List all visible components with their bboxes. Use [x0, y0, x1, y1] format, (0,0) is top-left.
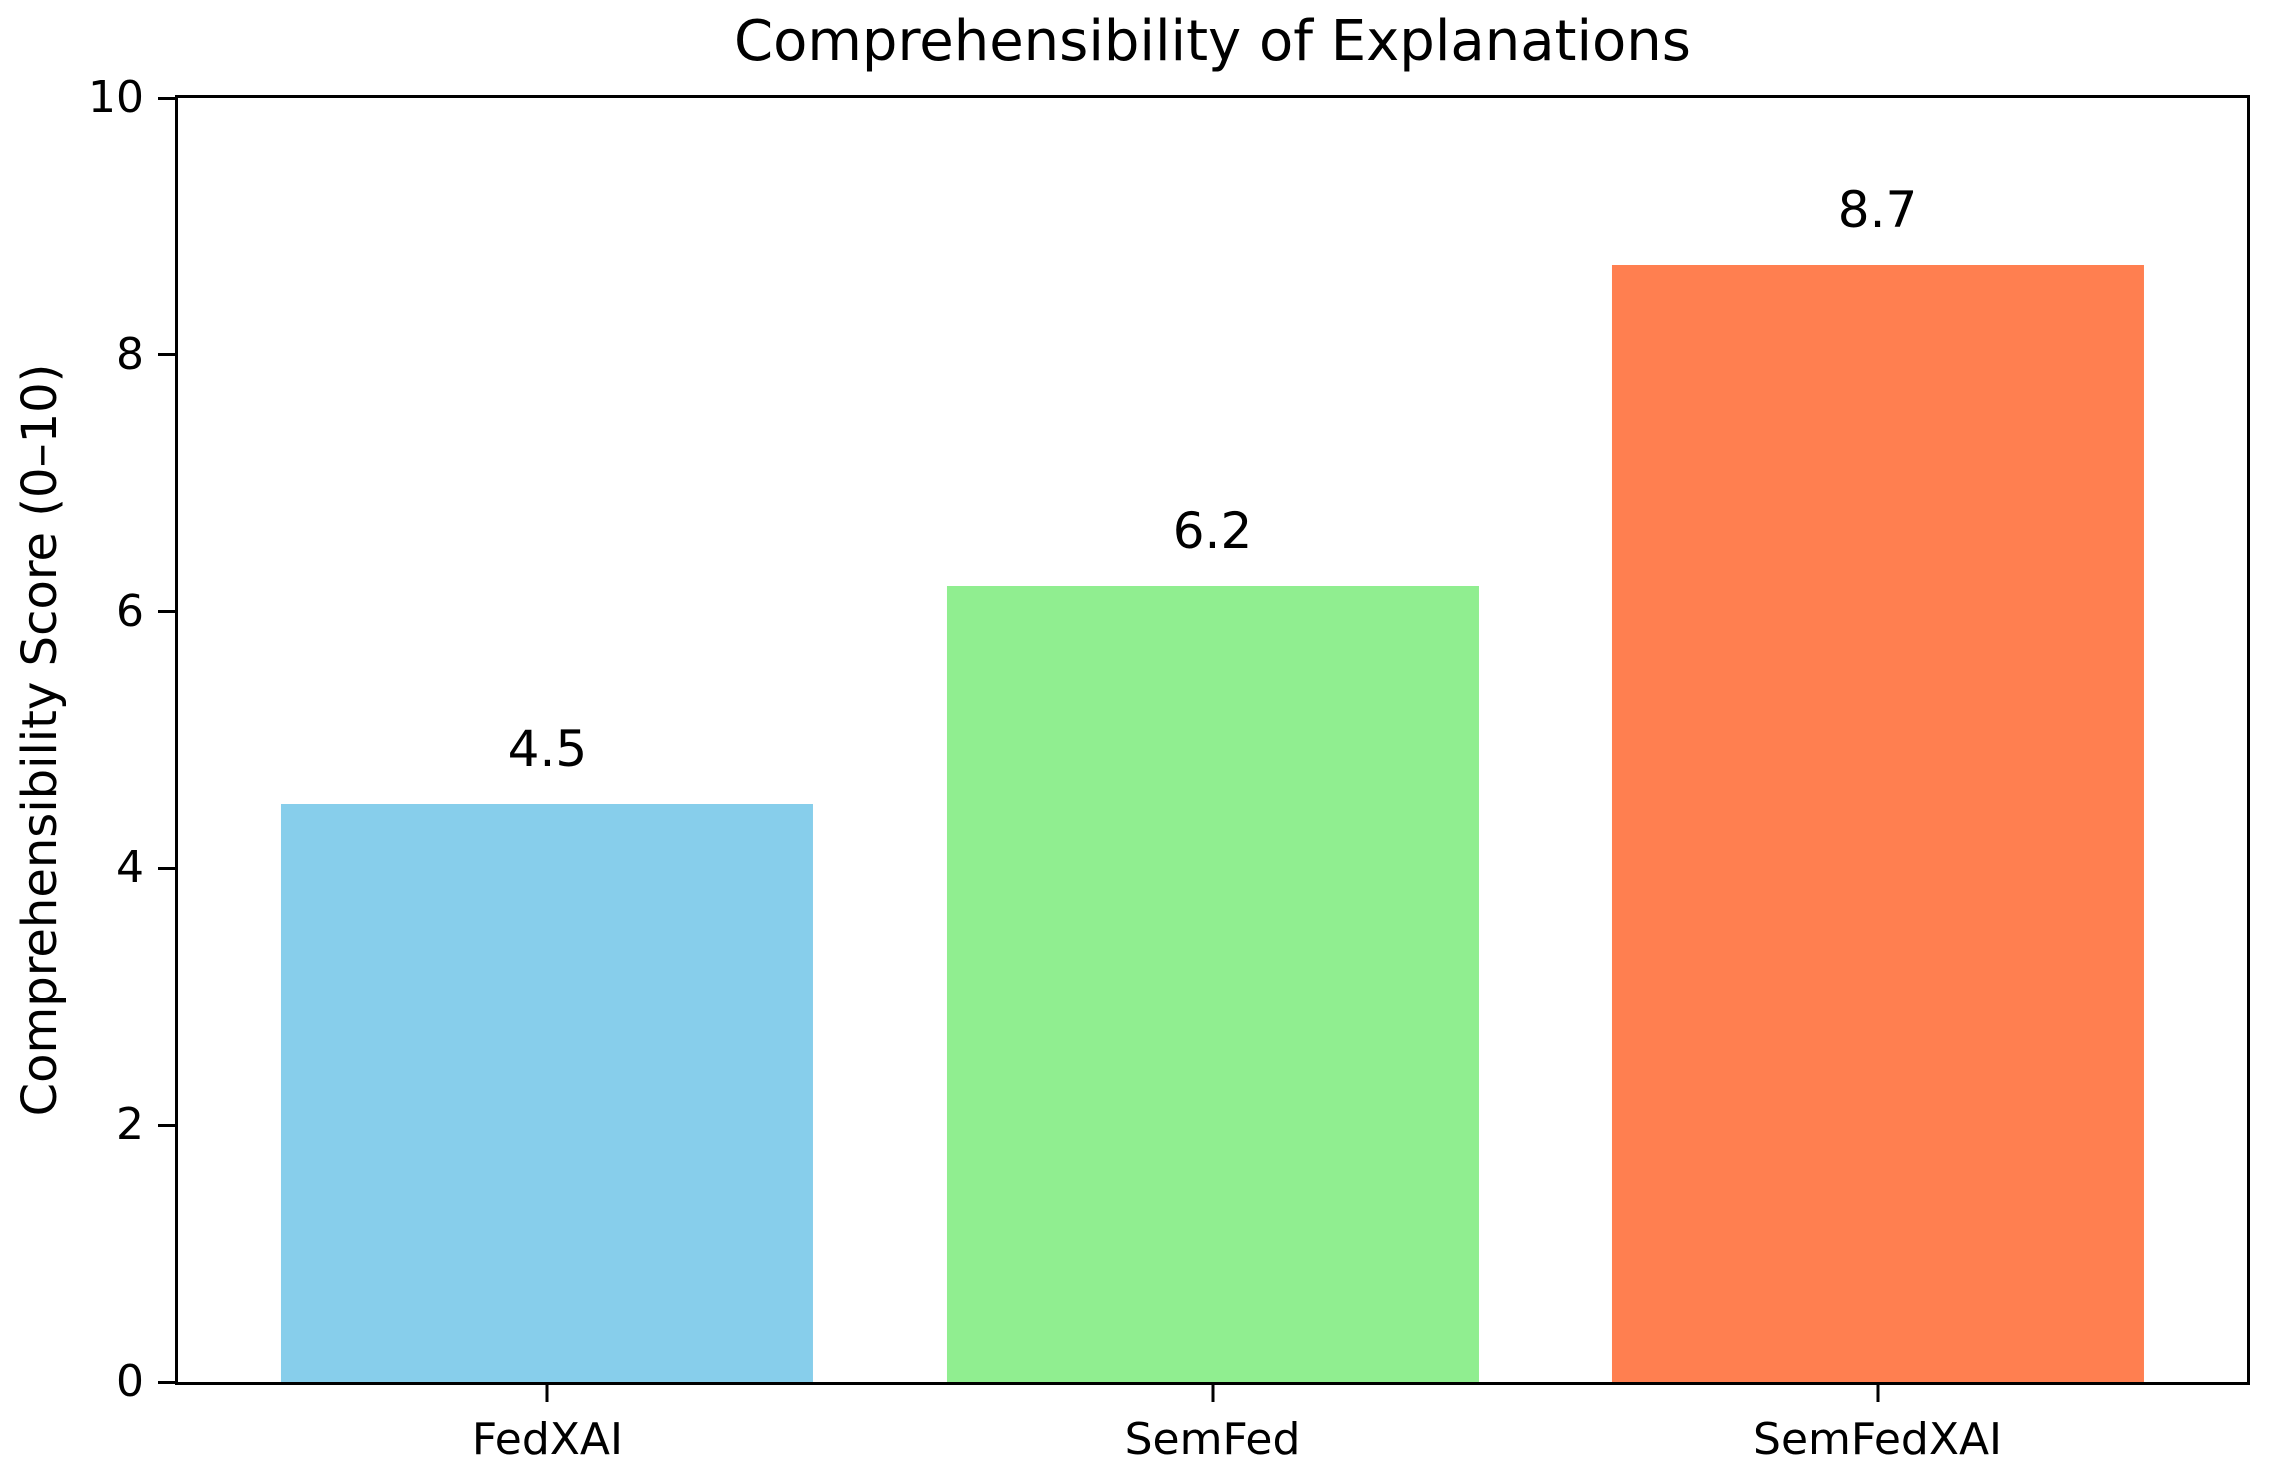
y-tick-mark — [158, 1123, 175, 1127]
bar-SemFed — [946, 585, 1479, 1382]
y-tick-label: 4 — [116, 842, 144, 894]
y-tick-mark — [158, 866, 175, 870]
bar-value-label: 6.2 — [1172, 501, 1253, 560]
bar-FedXAI — [281, 804, 814, 1382]
x-tick-label-SemFedXAI: SemFedXAI — [1753, 1414, 2003, 1465]
x-tick-mark — [1876, 1385, 1880, 1402]
y-tick-mark — [158, 1380, 175, 1384]
y-tick-label: 2 — [116, 1099, 144, 1151]
y-tick-label: 10 — [88, 72, 144, 123]
y-tick-mark — [158, 96, 175, 100]
plot-area: 0 2 4 6 8 10 4.5 6.2 8.7 FedXAI SemFed SemFedXAI — [88, 76, 2250, 1465]
x-tick-label-FedXAI: FedXAI — [471, 1414, 623, 1465]
y-tick-mark — [158, 353, 175, 357]
bar-value-label: 8.7 — [1837, 180, 1918, 239]
y-tick-mark — [158, 610, 175, 614]
y-tick-label: 8 — [116, 328, 144, 380]
bar-value-label: 4.5 — [507, 720, 588, 779]
y-axis-label: Comprehensibility Score (0–10) — [12, 363, 68, 1117]
x-tick-mark — [1211, 1385, 1214, 1402]
y-tick-label: 6 — [116, 585, 144, 637]
chart-title: Comprehensibility of Explanations — [734, 9, 1691, 74]
y-tick-label: 0 — [116, 1356, 144, 1407]
x-tick-label-SemFed: SemFed — [1124, 1414, 1301, 1465]
bar-SemFedXAI — [1611, 264, 2144, 1382]
x-tick-mark — [545, 1385, 549, 1402]
